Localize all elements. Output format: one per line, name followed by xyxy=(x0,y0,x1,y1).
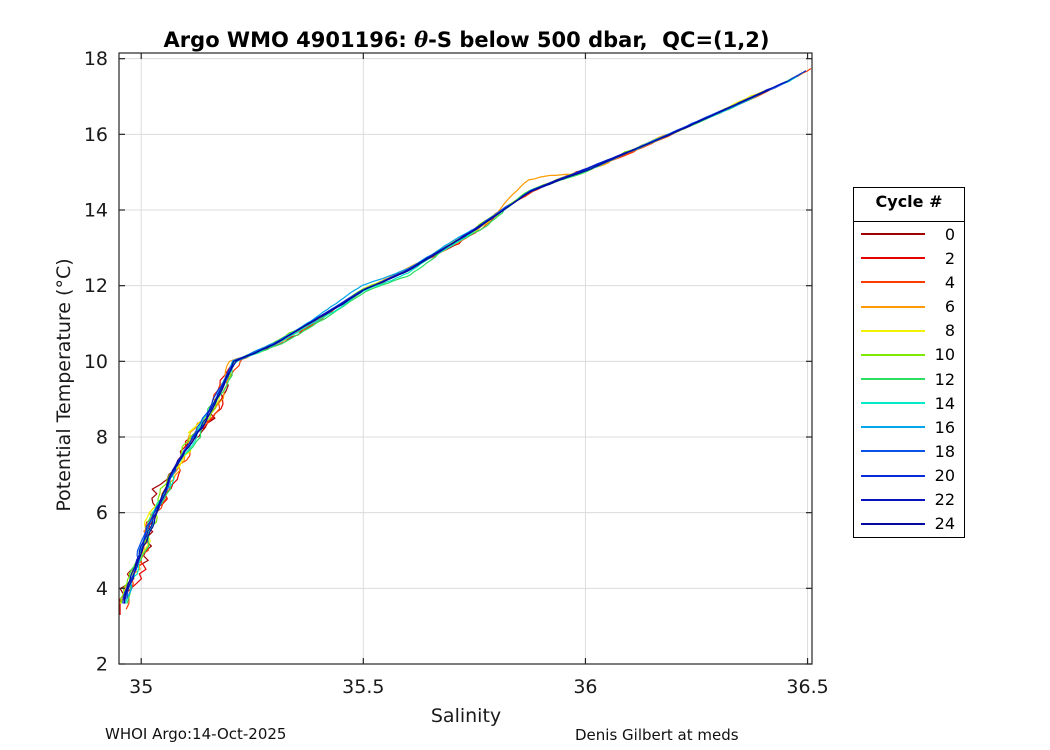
cycle-curve-2 xyxy=(119,72,803,615)
legend-line-sample xyxy=(861,281,925,284)
legend-entry-label: 2 xyxy=(944,248,955,268)
legend-rows: 0 2 4 6 8 10 12 14 16 18 20 22 24 xyxy=(854,222,964,536)
legend-entry-label: 10 xyxy=(934,345,955,365)
legend-title: Cycle # xyxy=(875,192,943,211)
cycle-curve-18 xyxy=(126,72,802,599)
cycle-curve-20 xyxy=(122,70,807,604)
legend: Cycle # 0 2 4 6 8 10 12 14 16 18 20 22 24 xyxy=(853,187,965,538)
title-suffix: -S below 500 dbar, QC=(1,2) xyxy=(428,28,770,52)
legend-entry-label: 0 xyxy=(944,224,955,244)
cycle-curve-22 xyxy=(123,80,788,604)
legend-line-sample xyxy=(861,305,925,308)
legend-entry: 8 xyxy=(854,319,964,343)
legend-entry-label: 16 xyxy=(934,417,955,437)
title-theta-symbol: θ xyxy=(414,27,429,52)
legend-entry: 16 xyxy=(854,415,964,439)
y-tick-label: 14 xyxy=(84,200,108,222)
legend-entry: 0 xyxy=(854,222,964,246)
y-tick-label: 8 xyxy=(96,427,108,449)
y-tick-label: 16 xyxy=(84,124,108,146)
x-tick-label: 35.5 xyxy=(342,676,384,698)
cycle-curve-4 xyxy=(125,68,812,610)
x-tick-label: 36 xyxy=(573,676,597,698)
legend-entry-label: 14 xyxy=(934,393,955,413)
y-tick-label: 4 xyxy=(96,578,108,600)
legend-entry-label: 12 xyxy=(934,369,955,389)
footer-source-text: WHOI Argo:14-Oct-2025 xyxy=(105,725,287,743)
footer-credit-text: Denis Gilbert at meds xyxy=(575,726,739,744)
y-tick-label: 18 xyxy=(84,48,108,70)
cycle-curve-14 xyxy=(124,75,798,604)
legend-line-sample xyxy=(861,474,925,477)
legend-entry-label: 20 xyxy=(934,466,955,486)
legend-line-sample xyxy=(861,257,925,260)
y-tick-label: 6 xyxy=(96,502,108,524)
legend-line-sample xyxy=(861,426,925,429)
y-tick-label: 10 xyxy=(84,351,108,373)
legend-entry: 20 xyxy=(854,464,964,488)
legend-entry: 10 xyxy=(854,343,964,367)
legend-line-sample xyxy=(861,498,925,501)
legend-line-sample xyxy=(861,402,925,405)
cycle-curve-6 xyxy=(119,70,806,604)
cycle-curve-12 xyxy=(126,72,803,604)
legend-entry: 12 xyxy=(854,367,964,391)
legend-entry: 18 xyxy=(854,439,964,463)
legend-line-sample xyxy=(861,233,925,236)
legend-entry-label: 18 xyxy=(934,441,955,461)
x-tick-label: 36.5 xyxy=(786,676,828,698)
cycle-curve-0 xyxy=(119,380,229,615)
legend-entry: 14 xyxy=(854,391,964,415)
legend-separator xyxy=(854,221,964,222)
legend-line-sample xyxy=(861,450,925,453)
axes-box xyxy=(118,52,813,665)
x-axis-label: Salinity xyxy=(430,705,502,727)
legend-entry-label: 24 xyxy=(934,514,955,534)
legend-entry: 4 xyxy=(854,270,964,294)
legend-entry: 22 xyxy=(854,488,964,512)
legend-entry: 2 xyxy=(854,246,964,270)
cycle-curve-16 xyxy=(125,87,774,599)
legend-entry: 6 xyxy=(854,294,964,318)
legend-entry: 24 xyxy=(854,512,964,536)
legend-entry-label: 8 xyxy=(944,321,955,341)
legend-line-sample xyxy=(861,353,925,356)
title-prefix: Argo WMO 4901196: xyxy=(163,28,415,52)
legend-line-sample xyxy=(861,522,925,525)
legend-line-sample xyxy=(861,329,925,332)
cycle-curve-10 xyxy=(120,87,773,604)
legend-entry-label: 22 xyxy=(934,490,955,510)
cycle-curve-24 xyxy=(123,89,770,604)
legend-line-sample xyxy=(861,378,925,381)
legend-entry-label: 4 xyxy=(944,272,955,292)
y-tick-label: 2 xyxy=(96,654,108,676)
page-title: Argo WMO 4901196: θ-S below 500 dbar, QC… xyxy=(0,27,933,52)
legend-entry-label: 6 xyxy=(944,297,955,317)
x-tick-label: 35 xyxy=(129,676,153,698)
y-tick-label: 12 xyxy=(84,275,108,297)
cycle-curve-8 xyxy=(119,87,773,604)
y-axis-label: Potential Temperature (°C) xyxy=(53,258,75,512)
